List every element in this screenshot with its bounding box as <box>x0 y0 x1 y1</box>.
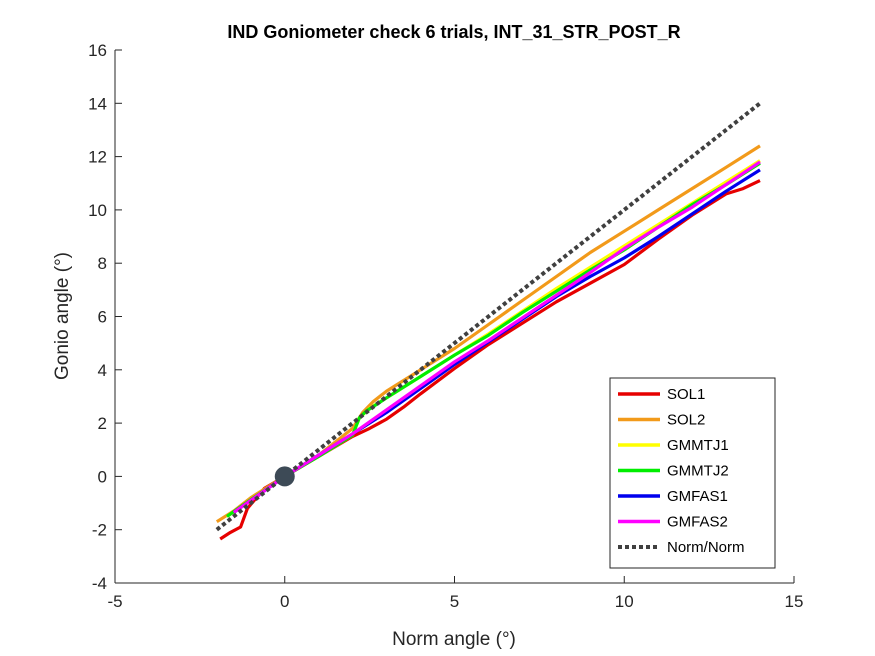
legend-label-gmmtj2: GMMTJ2 <box>667 463 729 480</box>
legend-label-gmfas2: GMFAS2 <box>667 514 728 531</box>
y-axis-label: Gonio angle (°) <box>52 252 73 380</box>
axes-layer: -5 0 5 10 15 -4 -2 0 2 4 6 8 10 12 14 16 <box>88 41 803 611</box>
y-tick-label: 10 <box>88 201 107 220</box>
x-axis-label: Norm angle (°) <box>392 629 516 650</box>
y-tick-label: 8 <box>98 254 107 273</box>
legend-label-sol2: SOL2 <box>667 412 705 429</box>
y-tick-label: 4 <box>98 361 107 380</box>
series-line-norm-norm <box>215 101 762 532</box>
legend-label-norm-norm: Norm/Norm <box>667 539 745 556</box>
x-tick-label: 15 <box>785 592 804 611</box>
x-tick-label: 5 <box>450 592 459 611</box>
y-tick-label: 14 <box>88 94 107 113</box>
legend: SOL1 SOL2 GMMTJ1 GMMTJ2 GMFAS1 GMFAS2 Norm/Nor… <box>609 377 776 569</box>
y-tick-label: 12 <box>88 148 107 167</box>
y-tick-label: -4 <box>92 574 107 593</box>
x-tick-label: 10 <box>615 592 634 611</box>
legend-label-sol1: SOL1 <box>667 386 705 403</box>
y-tick-label: 16 <box>88 41 107 60</box>
legend-box <box>609 377 776 569</box>
x-tick-label: 0 <box>280 592 289 611</box>
series-line-gmfas2 <box>232 160 761 514</box>
y-tick-label: 2 <box>98 414 107 433</box>
origin-marker <box>274 466 295 487</box>
chart-title: IND Goniometer check 6 trials, INT_31_ST… <box>227 22 680 42</box>
legend-label-gmmtj1: GMMTJ1 <box>667 437 729 454</box>
series-layer <box>215 101 762 541</box>
y-tick-label: -2 <box>92 521 107 540</box>
y-tick-label: 0 <box>98 467 107 486</box>
x-tick-label: -5 <box>107 592 122 611</box>
y-tick-label: 6 <box>98 308 107 327</box>
legend-label-gmfas1: GMFAS1 <box>667 488 728 505</box>
